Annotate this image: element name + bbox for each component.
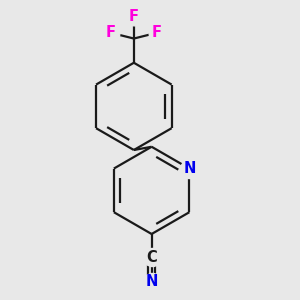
Text: N: N <box>146 274 158 289</box>
Text: F: F <box>152 25 162 40</box>
Text: F: F <box>129 9 139 24</box>
Text: C: C <box>146 250 157 265</box>
Text: F: F <box>106 25 116 40</box>
Text: N: N <box>183 161 196 176</box>
